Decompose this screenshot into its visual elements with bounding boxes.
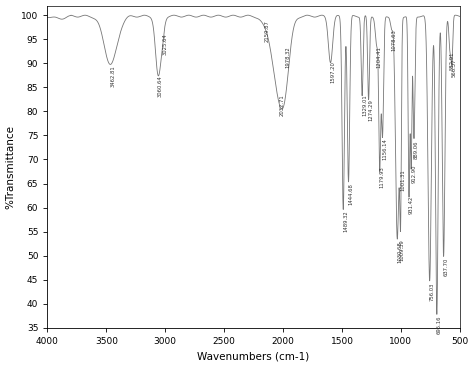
Text: 1156.14: 1156.14 — [383, 138, 388, 160]
Text: 695.16: 695.16 — [437, 316, 442, 334]
Text: 912.90: 912.90 — [411, 164, 416, 183]
Text: 637.70: 637.70 — [444, 258, 448, 276]
Text: 1489.32: 1489.32 — [343, 210, 348, 232]
X-axis label: Wavenumbers (cm-1): Wavenumbers (cm-1) — [198, 352, 310, 361]
Text: 2159.87: 2159.87 — [264, 20, 269, 42]
Text: 1978.32: 1978.32 — [286, 47, 291, 68]
Text: 1078.63: 1078.63 — [392, 30, 397, 51]
Text: 1009.39: 1009.39 — [400, 239, 405, 261]
Text: 1597.20: 1597.20 — [330, 61, 336, 83]
Text: 1001.31: 1001.31 — [401, 169, 406, 191]
Text: 3025.64: 3025.64 — [162, 33, 167, 55]
Text: 1274.29: 1274.29 — [369, 99, 374, 121]
Text: 3462.81: 3462.81 — [111, 66, 116, 87]
Text: 1329.01: 1329.01 — [362, 95, 367, 116]
Text: 2032.71: 2032.71 — [279, 95, 284, 116]
Text: 566.57: 566.57 — [452, 58, 457, 77]
Text: 756.03: 756.03 — [429, 282, 435, 301]
Text: 582.91: 582.91 — [450, 51, 455, 70]
Text: 889.06: 889.06 — [414, 140, 419, 159]
Text: 1444.68: 1444.68 — [348, 184, 354, 206]
Text: 3060.64: 3060.64 — [158, 75, 163, 97]
Text: 1030.68: 1030.68 — [397, 241, 402, 263]
Y-axis label: %Transmittance: %Transmittance — [6, 125, 16, 209]
Text: 1204.41: 1204.41 — [377, 47, 382, 68]
Text: 1179.93: 1179.93 — [380, 167, 385, 189]
Text: 931.42: 931.42 — [409, 196, 414, 214]
